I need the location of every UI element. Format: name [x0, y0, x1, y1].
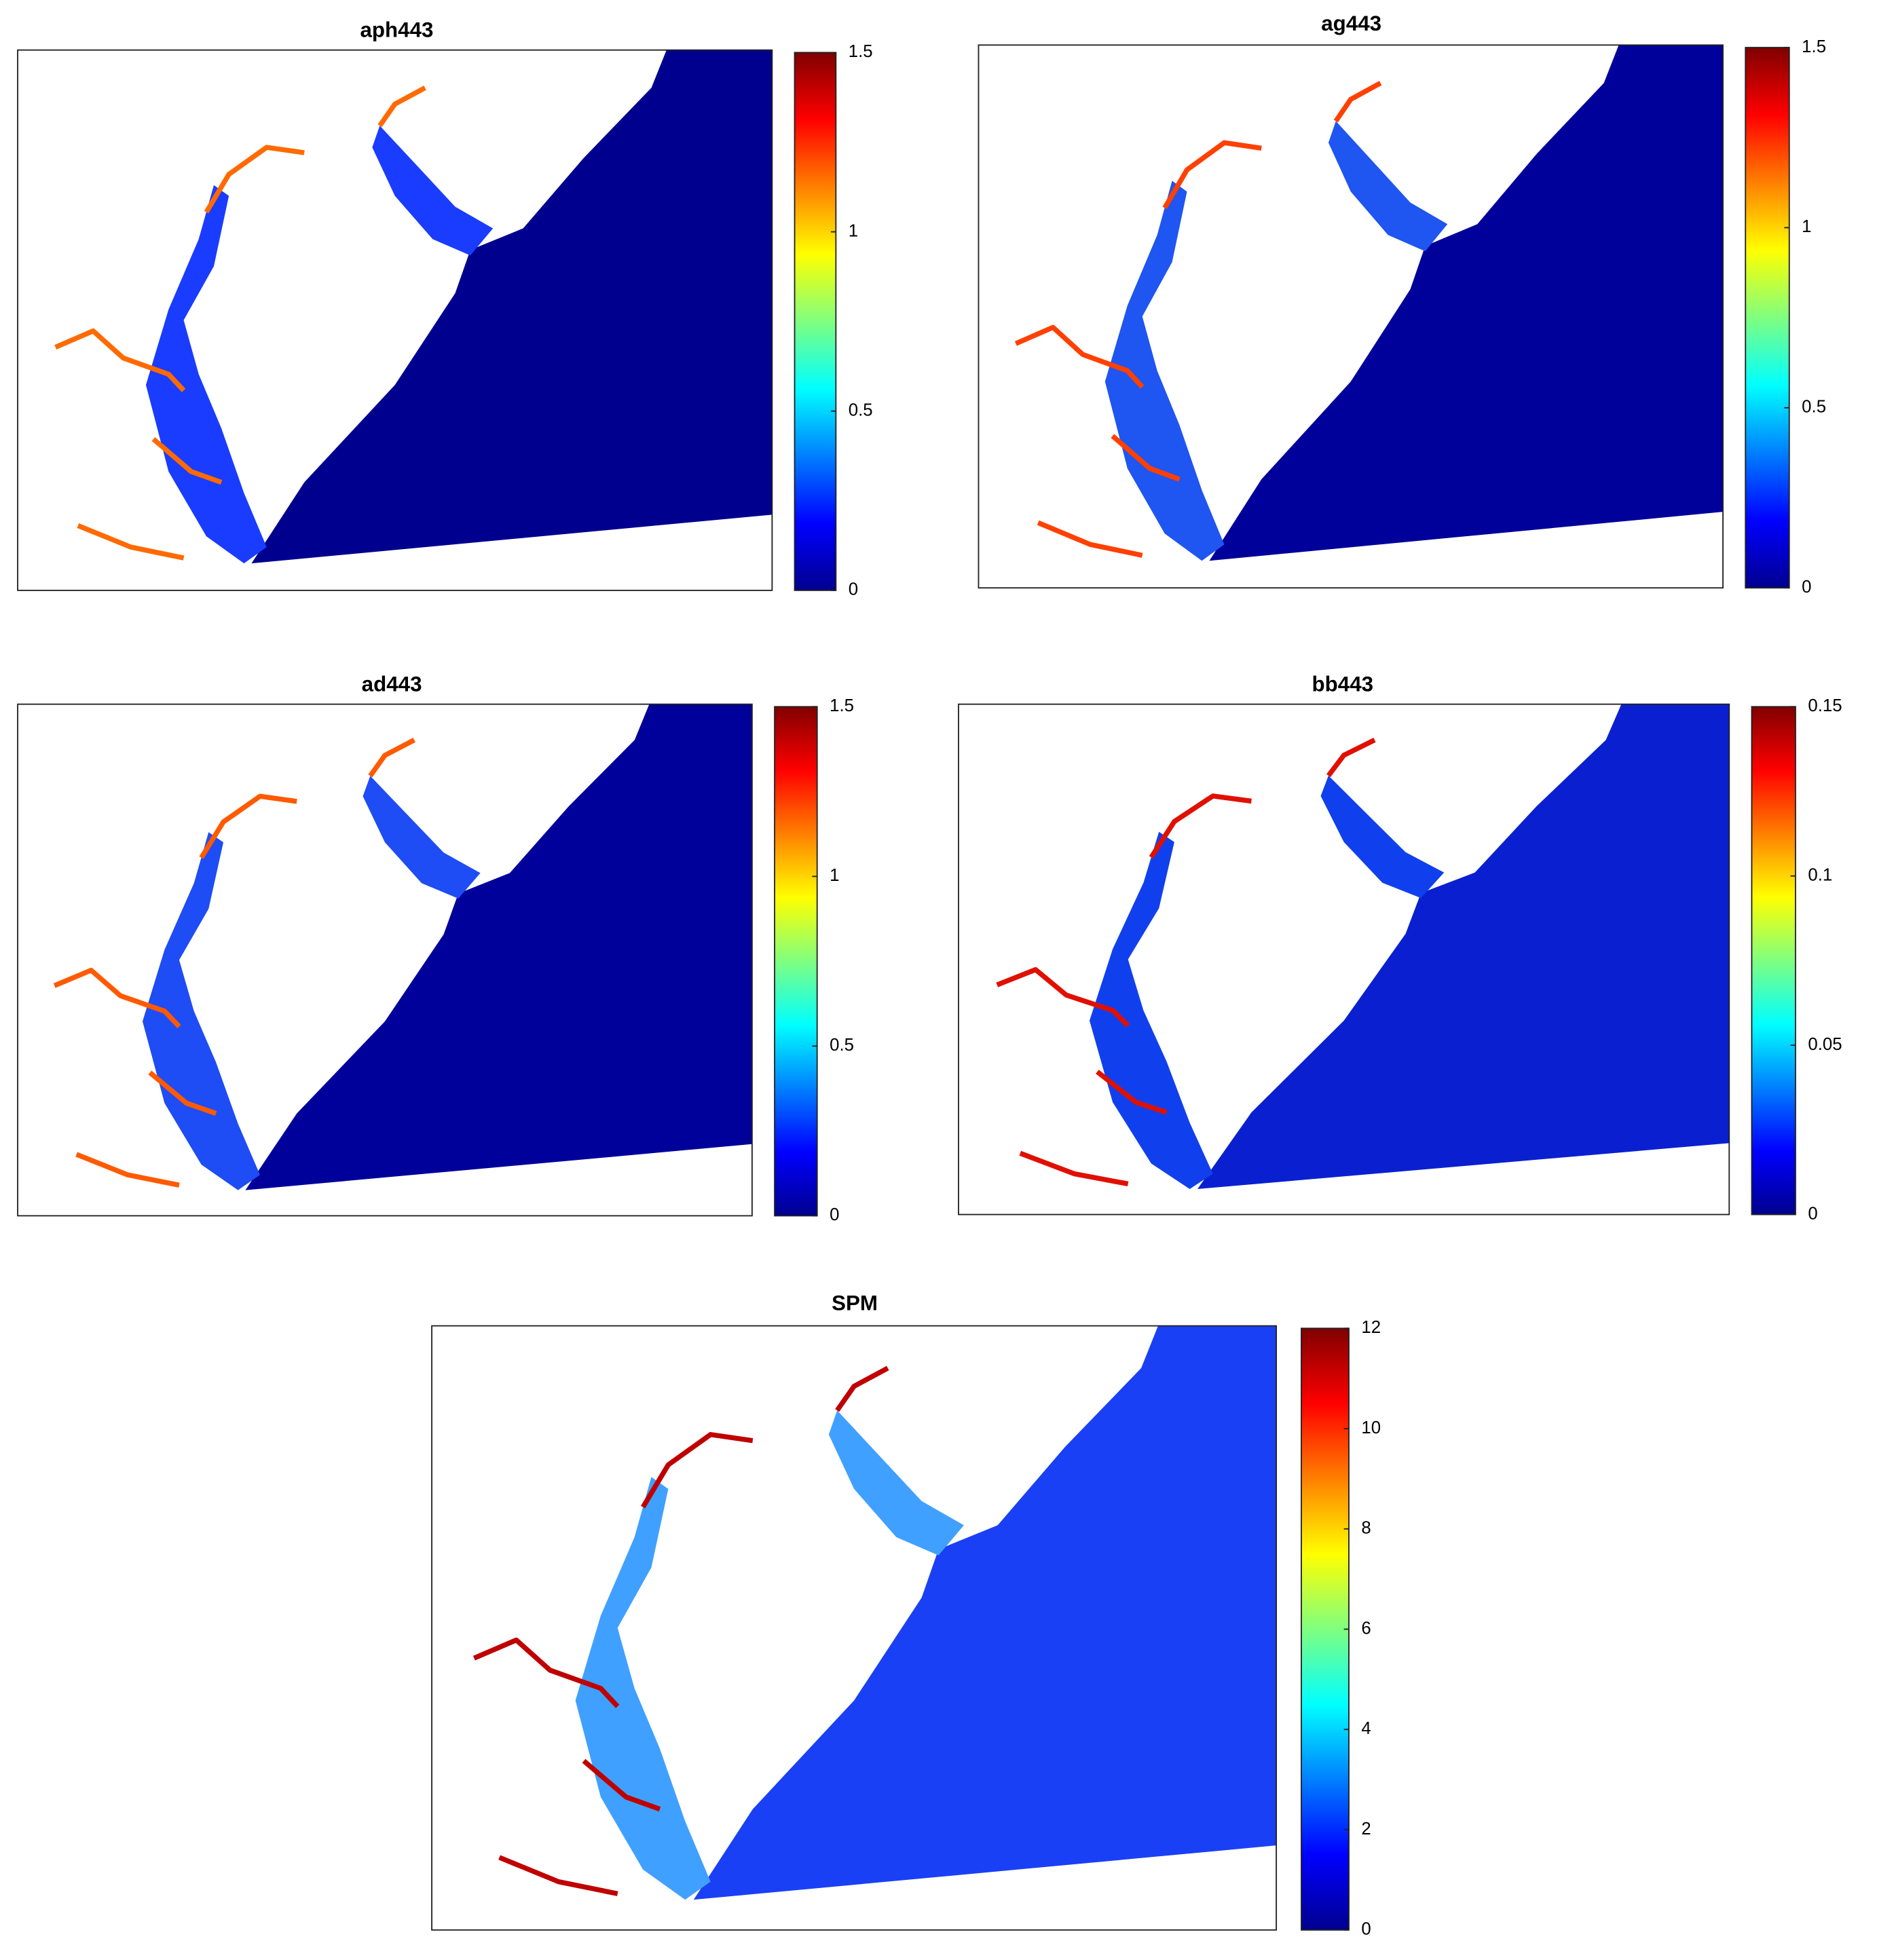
colorbar-tick-label: 6 [1361, 1619, 1371, 1638]
colorbar-tick-label: 0.15 [1808, 696, 1842, 715]
map-panel: ag443 0 0.5 1 1.5 [978, 12, 1826, 597]
colorbar-tick-label: 0 [1802, 578, 1811, 597]
delaware-bay [1328, 121, 1448, 252]
river [75, 1152, 180, 1188]
colorbar [1751, 706, 1796, 1215]
river [54, 328, 186, 392]
ocean [251, 50, 773, 564]
colorbar-tick-label: 0 [849, 580, 858, 599]
delaware-bay [363, 776, 481, 899]
colorbar-tick-label: 1 [849, 221, 858, 240]
map-frame [978, 44, 1724, 589]
colorbar [1745, 47, 1790, 589]
chesapeake-bay [575, 1477, 711, 1900]
river [368, 738, 415, 778]
river [641, 1432, 754, 1509]
colorbar-tick-label: 8 [1361, 1519, 1371, 1538]
colorbar-tick-label: 1.5 [849, 42, 873, 61]
river [1149, 793, 1252, 859]
ocean [1209, 45, 1724, 561]
river [199, 793, 297, 859]
river [1037, 520, 1143, 558]
map-panel: bb443 0 0.05 0.1 0.15 [958, 672, 1842, 1223]
colorbar-tick-label: 2 [1361, 1820, 1371, 1839]
colorbar-tick-label: 0 [1808, 1204, 1817, 1223]
colorbar-tick-label: 4 [1361, 1719, 1371, 1738]
river [582, 1758, 661, 1812]
river [1333, 81, 1382, 123]
colorbar-tick-label: 0.1 [1808, 866, 1832, 885]
delaware-bay [1320, 775, 1445, 899]
map-frame [958, 703, 1730, 1215]
colorbar-tick-label: 0 [1361, 1920, 1371, 1939]
colorbar [1301, 1327, 1350, 1931]
river [151, 437, 223, 485]
river [1096, 1070, 1168, 1115]
colorbar-tick-label: 0.05 [1808, 1035, 1842, 1054]
colorbar-tick-label: 0.5 [849, 401, 873, 420]
ocean [1197, 704, 1730, 1189]
chesapeake-bay [1089, 831, 1213, 1189]
colorbar-tick-label: 1 [1802, 217, 1811, 236]
colorbar-tick-label: 10 [1361, 1418, 1381, 1437]
colorbar-tick-label: 1 [830, 866, 839, 885]
map-frame [431, 1325, 1278, 1931]
panel-title: SPM [832, 1292, 878, 1315]
map-panel: aph443 0 0.5 1 1.5 [17, 18, 873, 599]
map-panel: SPM 0 2 4 6 8 10 12 [431, 1292, 1381, 1939]
river [53, 967, 181, 1029]
panel-title: bb443 [1312, 672, 1374, 696]
map-frame [17, 703, 753, 1217]
river [204, 145, 305, 214]
river [77, 523, 185, 561]
river [996, 967, 1130, 1028]
colorbar-tick-label: 0 [830, 1205, 839, 1224]
river [148, 1070, 217, 1116]
colorbar-tick-label: 1.5 [1802, 37, 1826, 56]
river [1014, 324, 1145, 389]
delaware-bay [372, 126, 494, 256]
colorbar [774, 706, 818, 1217]
chesapeake-bay [1104, 181, 1225, 561]
colorbar-tick-label: 0.5 [1802, 398, 1826, 417]
river [472, 1637, 620, 1708]
colorbar-tick-label: 0.5 [830, 1036, 854, 1055]
river [498, 1855, 618, 1896]
panel-title: ag443 [1321, 12, 1381, 35]
river [1019, 1150, 1129, 1187]
colorbar [794, 52, 837, 591]
river [835, 1365, 889, 1412]
colorbar-tick-label: 1.5 [830, 696, 854, 715]
ocean [245, 704, 752, 1190]
river [1326, 738, 1376, 778]
panel-title: ad443 [362, 672, 422, 696]
delaware-bay [828, 1410, 964, 1556]
river [1111, 434, 1181, 482]
panel-title: aph443 [360, 18, 433, 41]
chesapeake-bay [142, 832, 261, 1190]
map-panel: ad443 0 0.5 1 1.5 [17, 672, 854, 1224]
map-frame [17, 49, 773, 591]
river [1162, 140, 1262, 210]
ocean [693, 1325, 1277, 1900]
river [377, 86, 426, 128]
colorbar-tick-label: 12 [1361, 1318, 1381, 1337]
chesapeake-bay [145, 185, 267, 564]
